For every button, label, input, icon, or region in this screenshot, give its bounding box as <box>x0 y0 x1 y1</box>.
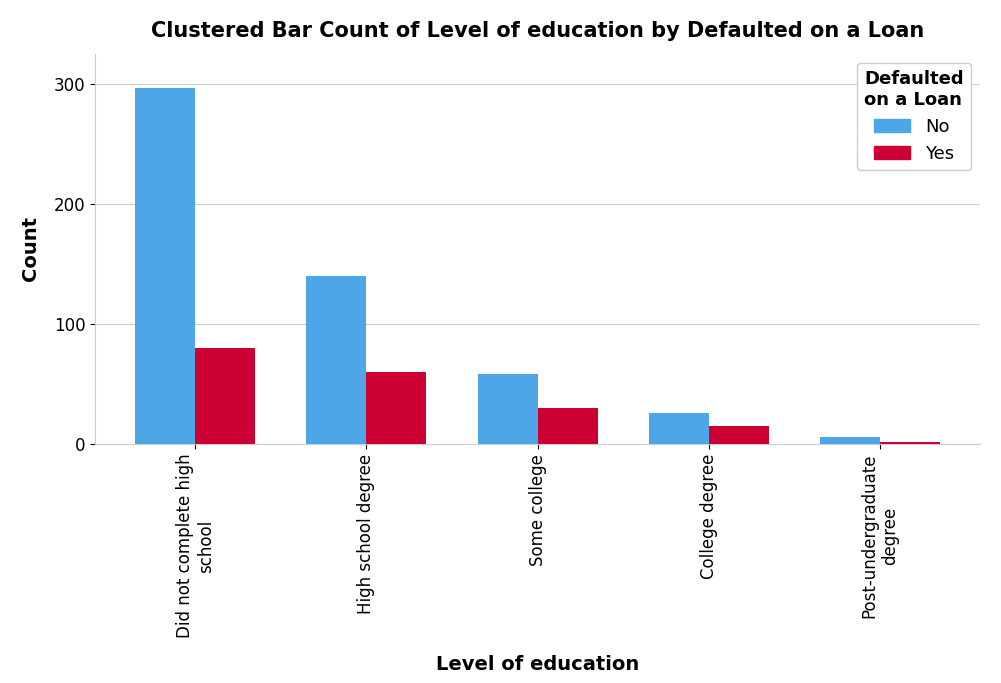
Bar <box>649 413 709 444</box>
Bar <box>195 348 255 444</box>
Bar <box>880 441 940 444</box>
Bar <box>477 374 538 444</box>
Bar <box>306 276 366 444</box>
Legend: No, Yes: No, Yes <box>857 63 971 170</box>
Y-axis label: Count: Count <box>21 217 40 281</box>
Title: Clustered Bar Count of Level of education by Defaulted on a Loan: Clustered Bar Count of Level of educatio… <box>151 21 924 41</box>
Bar <box>820 436 880 444</box>
Bar <box>709 426 769 444</box>
Bar <box>366 372 426 444</box>
Bar <box>538 408 598 444</box>
Bar <box>135 88 195 444</box>
X-axis label: Level of education: Level of education <box>436 655 640 674</box>
